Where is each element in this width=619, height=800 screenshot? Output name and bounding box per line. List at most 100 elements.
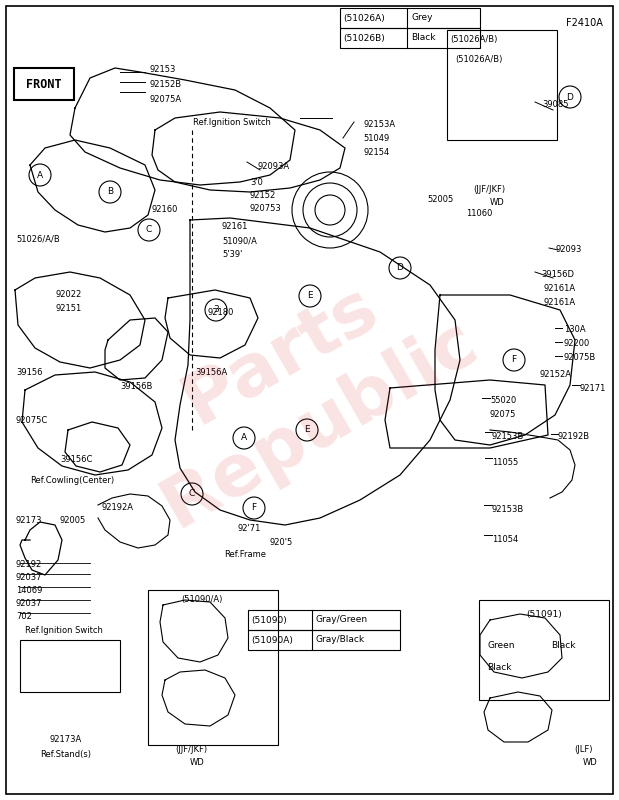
Text: 92180: 92180 <box>208 308 235 317</box>
Text: (51026A): (51026A) <box>343 14 385 22</box>
Text: 11060: 11060 <box>466 209 492 218</box>
Text: C: C <box>189 490 195 498</box>
Text: F: F <box>511 355 517 365</box>
Text: 92153B: 92153B <box>492 432 524 441</box>
Text: Gray/Black: Gray/Black <box>316 635 365 645</box>
Text: 51090/A: 51090/A <box>222 236 257 245</box>
Text: 92022: 92022 <box>55 290 81 299</box>
Text: A: A <box>241 434 247 442</box>
Text: 92173: 92173 <box>16 516 43 525</box>
Text: Ref.Frame: Ref.Frame <box>224 550 266 559</box>
Text: 920'5: 920'5 <box>270 538 293 547</box>
Bar <box>248 610 400 630</box>
Text: 92093A: 92093A <box>257 162 289 171</box>
Bar <box>479 600 609 700</box>
Text: WD: WD <box>583 758 598 767</box>
Text: 92151: 92151 <box>55 304 81 313</box>
Text: 3'0: 3'0 <box>250 178 263 187</box>
Text: WD: WD <box>190 758 205 767</box>
Text: Ref.Cowling(Center): Ref.Cowling(Center) <box>30 476 114 485</box>
Text: 5'39': 5'39' <box>222 250 243 259</box>
Text: 92161A: 92161A <box>543 298 575 307</box>
Text: 130A: 130A <box>564 325 586 334</box>
Text: (51090A): (51090A) <box>251 635 293 645</box>
Text: 92075A: 92075A <box>149 95 181 104</box>
Text: 92005: 92005 <box>60 516 86 525</box>
Text: 92075: 92075 <box>490 410 516 419</box>
Text: 92152B: 92152B <box>149 80 181 89</box>
Text: Black: Black <box>411 34 436 42</box>
Text: 11055: 11055 <box>492 458 518 467</box>
Bar <box>340 28 480 48</box>
Text: Green: Green <box>487 641 514 650</box>
Text: (51090): (51090) <box>251 615 287 625</box>
Text: FRONT: FRONT <box>26 78 62 90</box>
Text: Ref.Stand(s): Ref.Stand(s) <box>40 750 91 759</box>
Text: (JLF): (JLF) <box>574 745 592 754</box>
Text: F2410A: F2410A <box>566 18 603 28</box>
Text: 39156: 39156 <box>16 368 43 377</box>
Text: (51026B): (51026B) <box>343 34 385 42</box>
Text: (51090/A): (51090/A) <box>181 595 222 604</box>
Text: 51049: 51049 <box>363 134 389 143</box>
Text: 92152: 92152 <box>250 191 276 200</box>
Text: 92153: 92153 <box>149 65 175 74</box>
Text: 92173A: 92173A <box>49 735 81 744</box>
Text: (51091): (51091) <box>526 610 562 619</box>
Text: 92192A: 92192A <box>101 503 133 512</box>
Text: Parts
Republic: Parts Republic <box>110 238 490 542</box>
Text: 92037: 92037 <box>16 599 43 608</box>
Text: 92171: 92171 <box>580 384 607 393</box>
Text: 92075B: 92075B <box>564 353 596 362</box>
Text: 55020: 55020 <box>490 396 516 405</box>
Text: Grey: Grey <box>411 14 433 22</box>
Text: (JJF/JKF): (JJF/JKF) <box>473 185 505 194</box>
Text: 92093: 92093 <box>556 245 582 254</box>
Text: D: D <box>566 93 573 102</box>
Text: 92'71: 92'71 <box>238 524 261 533</box>
Text: C: C <box>146 226 152 234</box>
Bar <box>340 8 480 28</box>
Text: 11054: 11054 <box>492 535 518 544</box>
Text: WD: WD <box>490 198 504 207</box>
Bar <box>447 30 557 140</box>
Text: 92192B: 92192B <box>557 432 589 441</box>
Text: Gray/Green: Gray/Green <box>316 615 368 625</box>
Text: 92200: 92200 <box>564 339 591 348</box>
Text: 92152A: 92152A <box>539 370 571 379</box>
Text: (51026A/B): (51026A/B) <box>450 35 498 44</box>
Text: 14069: 14069 <box>16 586 42 595</box>
Text: 92153A: 92153A <box>363 120 395 129</box>
Text: 52005: 52005 <box>427 195 453 204</box>
Text: B: B <box>107 187 113 197</box>
Bar <box>248 630 400 650</box>
Text: 39156B: 39156B <box>120 382 152 391</box>
Text: 39156C: 39156C <box>60 455 92 464</box>
Text: D: D <box>397 263 404 273</box>
Text: 92161: 92161 <box>222 222 248 231</box>
Text: 920753: 920753 <box>250 204 282 213</box>
Text: 92161A: 92161A <box>543 284 575 293</box>
Bar <box>148 590 278 745</box>
Text: Black: Black <box>551 641 576 650</box>
Text: 92192: 92192 <box>16 560 42 569</box>
Text: 39156A: 39156A <box>195 368 227 377</box>
Text: 92160: 92160 <box>151 205 178 214</box>
Text: 92037: 92037 <box>16 573 43 582</box>
Text: 702: 702 <box>16 612 32 621</box>
Text: (51026A/B): (51026A/B) <box>455 55 503 64</box>
Text: 51026/A/B: 51026/A/B <box>16 235 60 244</box>
Text: 92154: 92154 <box>363 148 389 157</box>
Text: 39156D: 39156D <box>541 270 574 279</box>
Bar <box>20 640 120 692</box>
Text: Ref.Ignition Switch: Ref.Ignition Switch <box>25 626 103 635</box>
Text: (JJF/JKF): (JJF/JKF) <box>175 745 207 754</box>
Text: 92075C: 92075C <box>16 416 48 425</box>
Text: Black: Black <box>487 663 511 673</box>
Text: F: F <box>251 503 256 513</box>
Text: A: A <box>37 170 43 179</box>
Text: 39085: 39085 <box>542 100 568 109</box>
Text: 3: 3 <box>213 306 219 314</box>
Text: Ref.Ignition Switch: Ref.Ignition Switch <box>193 118 271 127</box>
Text: E: E <box>304 426 310 434</box>
